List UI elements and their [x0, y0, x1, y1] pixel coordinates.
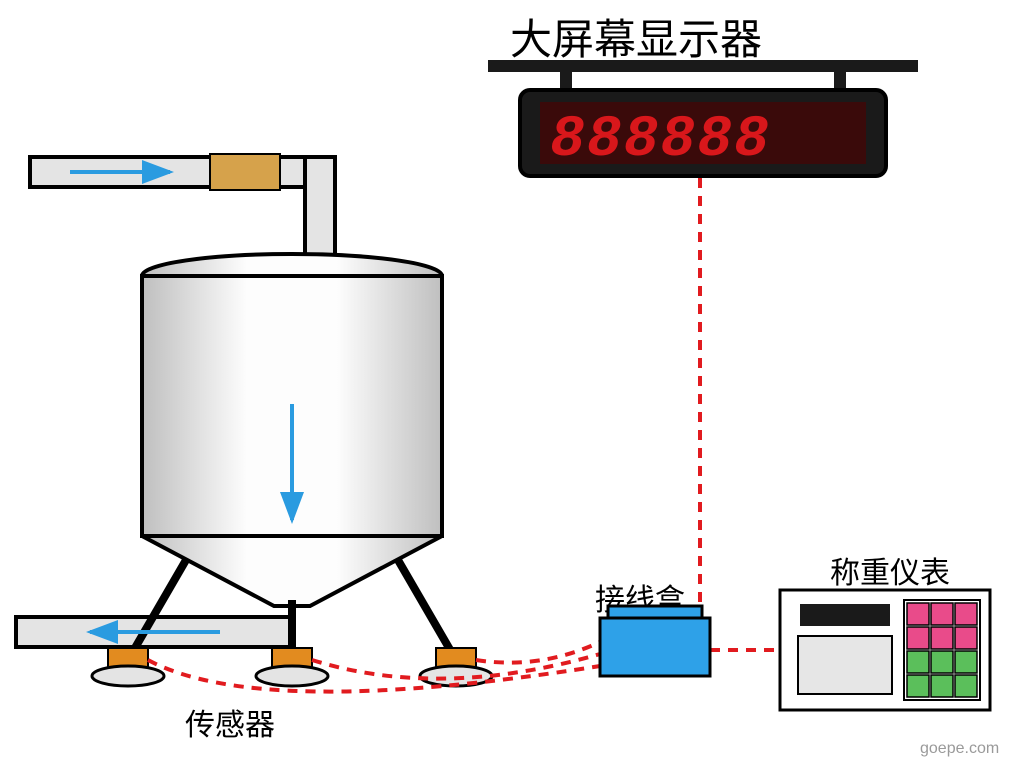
- diagram-svg: 888888: [0, 0, 1024, 768]
- diagram-stage: 大屏幕显示器 接线盒 称重仪表 传感器 goepe.com 888888: [0, 0, 1024, 768]
- display-digits: 888888: [550, 108, 771, 173]
